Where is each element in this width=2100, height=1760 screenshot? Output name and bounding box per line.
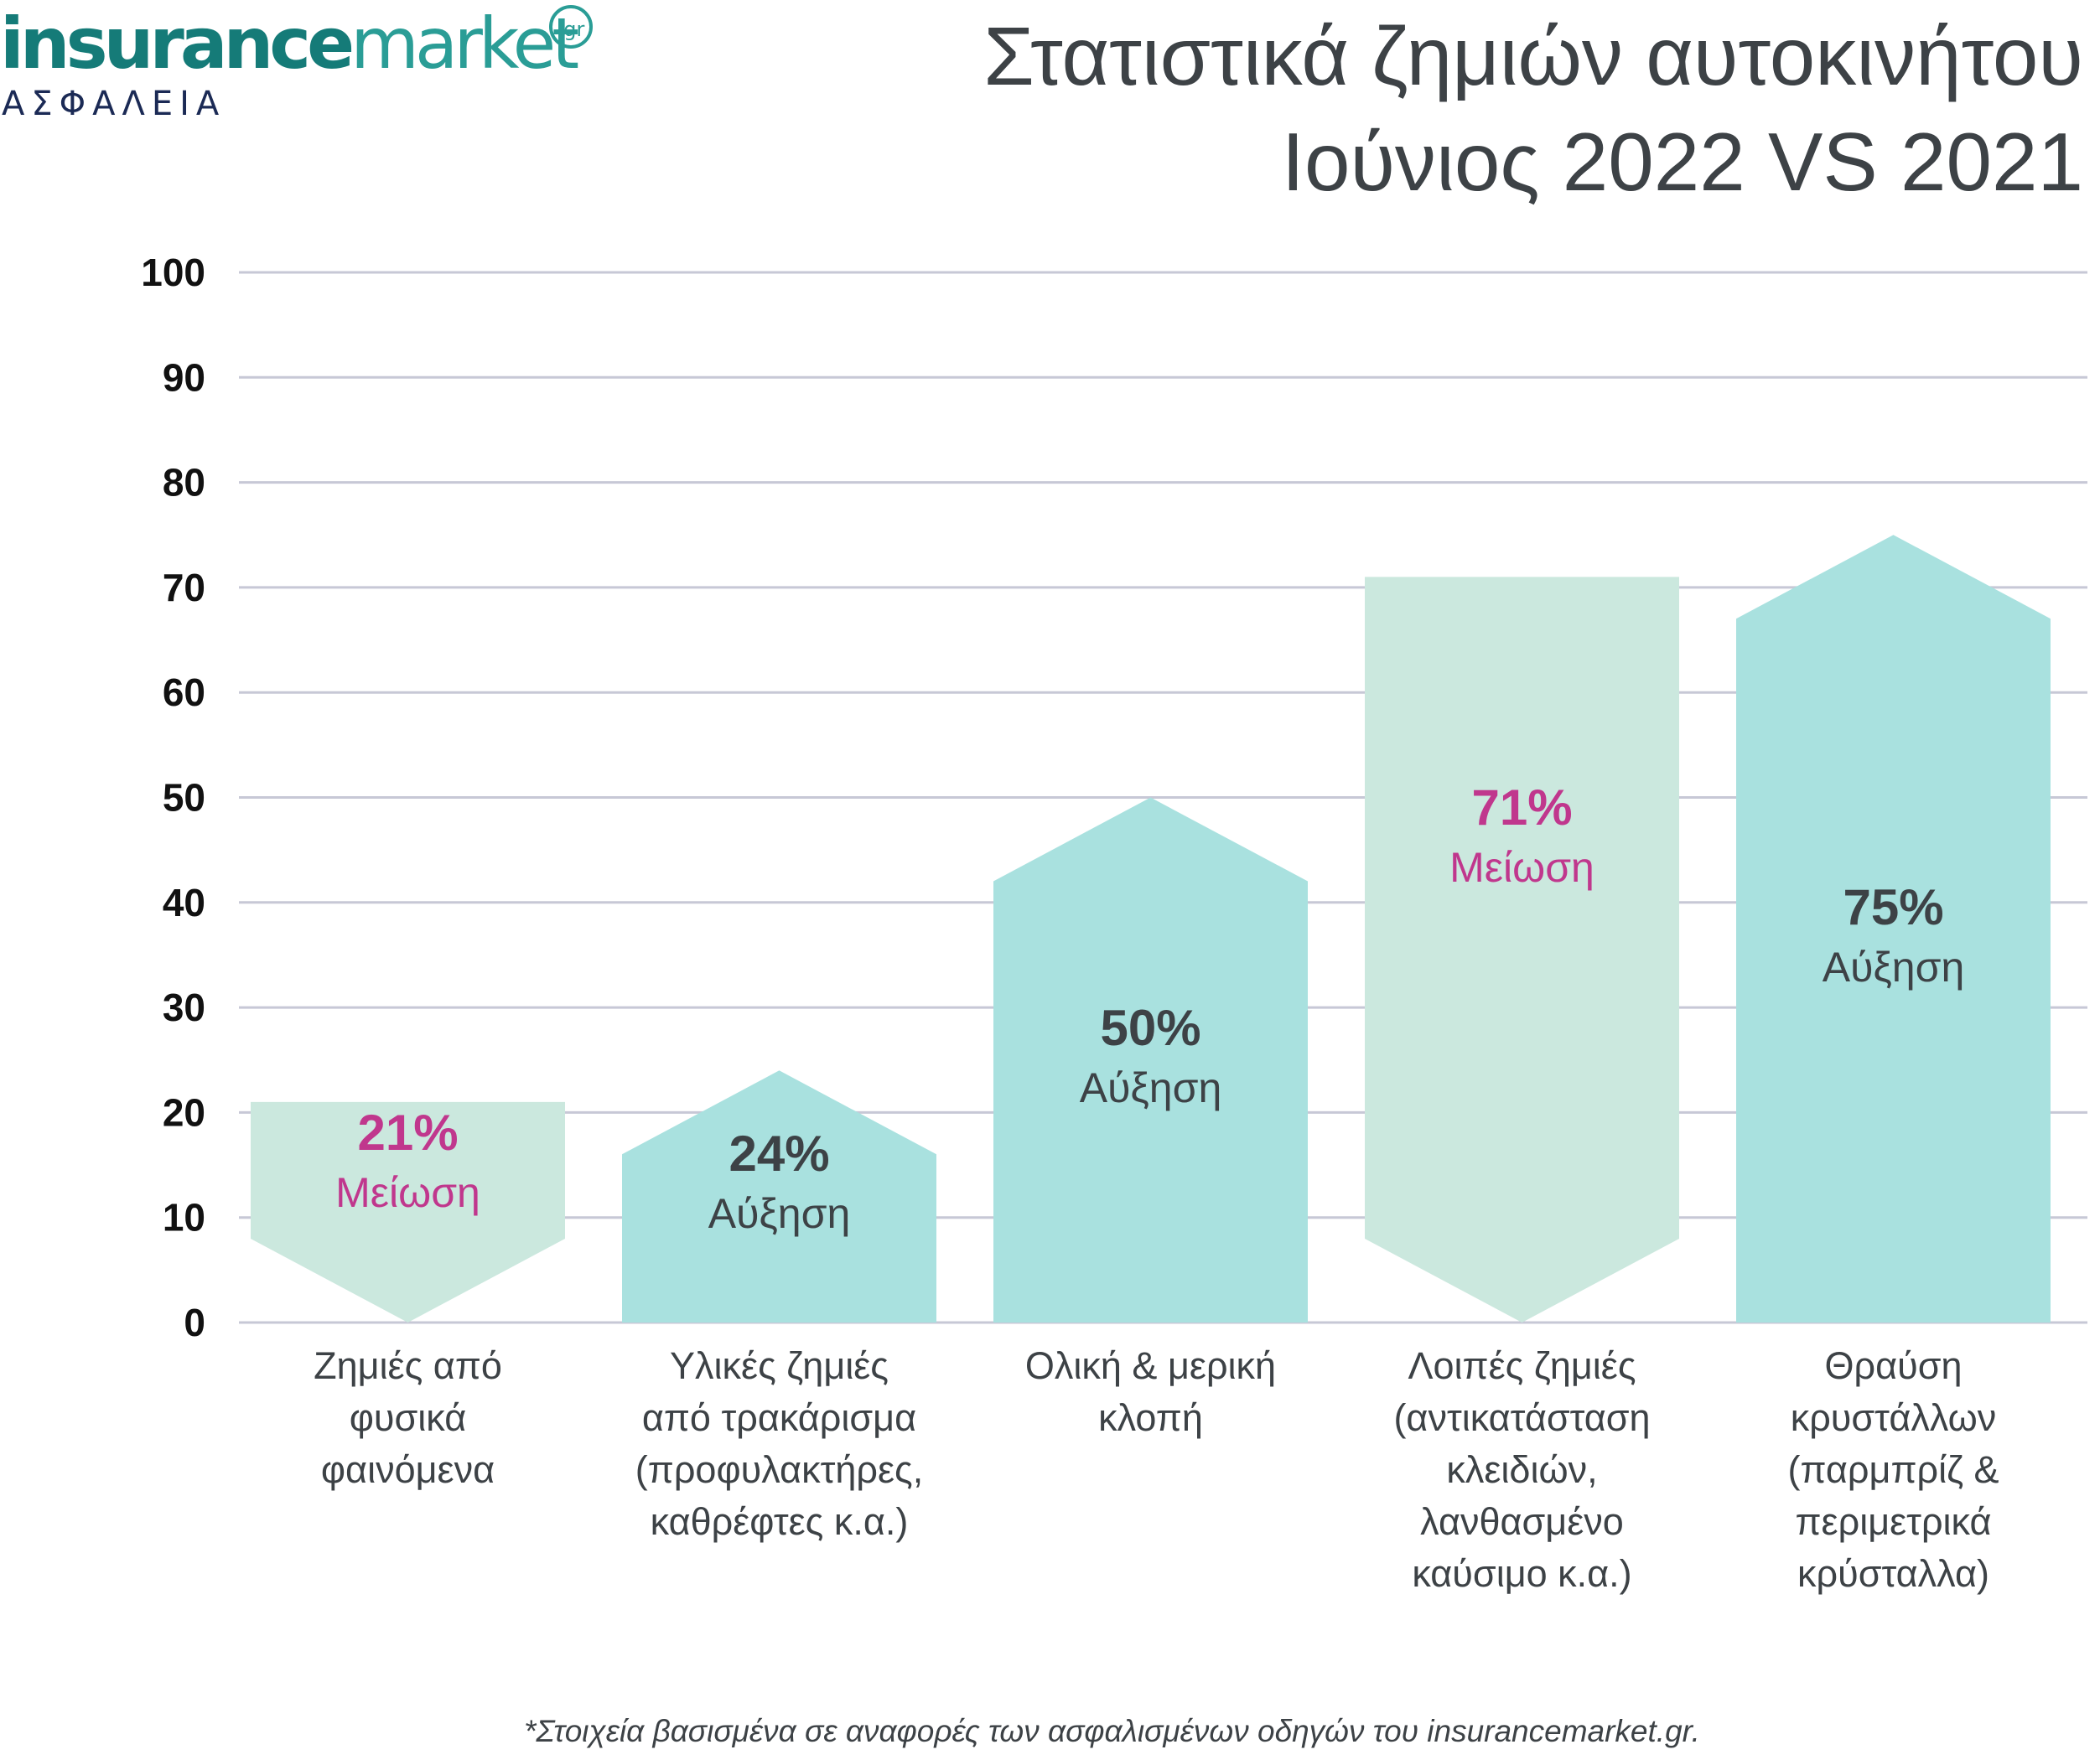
x-category-label: Λοιπές ζημιές	[1408, 1344, 1636, 1387]
x-category-label: λανθασμένο	[1420, 1500, 1624, 1543]
x-category-label: φυσικά	[350, 1396, 467, 1439]
bar-4	[1365, 577, 1679, 1323]
x-category-label: κρυστάλλων	[1791, 1396, 1997, 1439]
data-label-value: 24%	[729, 1126, 829, 1182]
y-tick-label: 30	[163, 986, 205, 1029]
x-category-label: καύσιμο κ.α.)	[1412, 1552, 1631, 1595]
x-category-label: φαινόμενα	[321, 1448, 495, 1491]
data-label-change: Αύξηση	[1823, 944, 1965, 991]
x-category-label: κλοπή	[1098, 1396, 1203, 1439]
brand-name-bold: insurance	[0, 3, 355, 85]
x-category-label: καθρέφτες κ.α.)	[651, 1500, 909, 1543]
y-tick-label: 50	[163, 776, 205, 820]
brand-badge: .gr	[549, 5, 593, 49]
data-label-change: Αύξηση	[708, 1190, 851, 1237]
x-category-label: από τρακάρισμα	[642, 1396, 916, 1439]
y-tick-label: 0	[184, 1301, 205, 1344]
chart-title-line-2: Ιούνιος 2022 VS 2021	[1281, 116, 2083, 208]
chart-title-line-1: Στατιστικά ζημιών αυτοκινήτου	[983, 10, 2083, 102]
data-label-change: Μείωση	[335, 1169, 480, 1216]
brand-logo: insurancemarket .gr ΑΣΦΑΛΕΙΑ	[0, 0, 637, 134]
bar-2	[622, 1070, 936, 1323]
y-tick-label: 90	[163, 355, 205, 399]
data-label-change: Μείωση	[1449, 844, 1594, 891]
x-category-label: κρύσταλλα)	[1797, 1552, 1989, 1595]
y-tick-label: 10	[163, 1196, 205, 1240]
y-tick-label: 60	[163, 670, 205, 714]
footnote: *Στοιχεία βασισμένα σε αναφορές των ασφα…	[524, 1714, 1700, 1748]
bar-3	[993, 797, 1308, 1323]
y-tick-label: 100	[141, 251, 205, 294]
x-category-label: Υλικές ζημιές	[670, 1344, 889, 1387]
y-tick-label: 80	[163, 461, 205, 505]
brand-subtitle: ΑΣΦΑΛΕΙΑ	[2, 85, 226, 123]
x-category-label: Θραύση	[1824, 1344, 1962, 1387]
y-tick-label: 70	[163, 566, 205, 609]
brand-name: insurancemarket	[0, 2, 579, 85]
bar-5	[1736, 535, 2051, 1323]
brand-name-light: market	[350, 3, 579, 85]
y-tick-label: 40	[163, 881, 205, 924]
y-tick-label: 20	[163, 1090, 205, 1134]
data-label-value: 50%	[1100, 1000, 1200, 1056]
x-category-label: (προφυλακτήρες,	[635, 1448, 923, 1491]
data-label-value: 21%	[357, 1105, 458, 1161]
x-category-label: κλειδιών,	[1446, 1448, 1597, 1491]
x-category-label: περιμετρικά	[1795, 1500, 1991, 1543]
bar-1	[251, 1101, 565, 1323]
x-category-label: Ολική & μερική	[1025, 1344, 1276, 1387]
x-category-label: Ζημιές από	[314, 1344, 502, 1387]
chart-title: Στατιστικά ζημιών αυτοκινήτου Ιούνιος 20…	[742, 3, 2083, 215]
data-label-value: 71%	[1471, 779, 1572, 836]
data-label-value: 75%	[1843, 879, 1943, 935]
x-category-label: (αντικατάσταση	[1393, 1396, 1650, 1439]
x-category-label: (παρμπρίζ &	[1788, 1448, 1999, 1491]
data-label-change: Αύξηση	[1080, 1064, 1222, 1111]
